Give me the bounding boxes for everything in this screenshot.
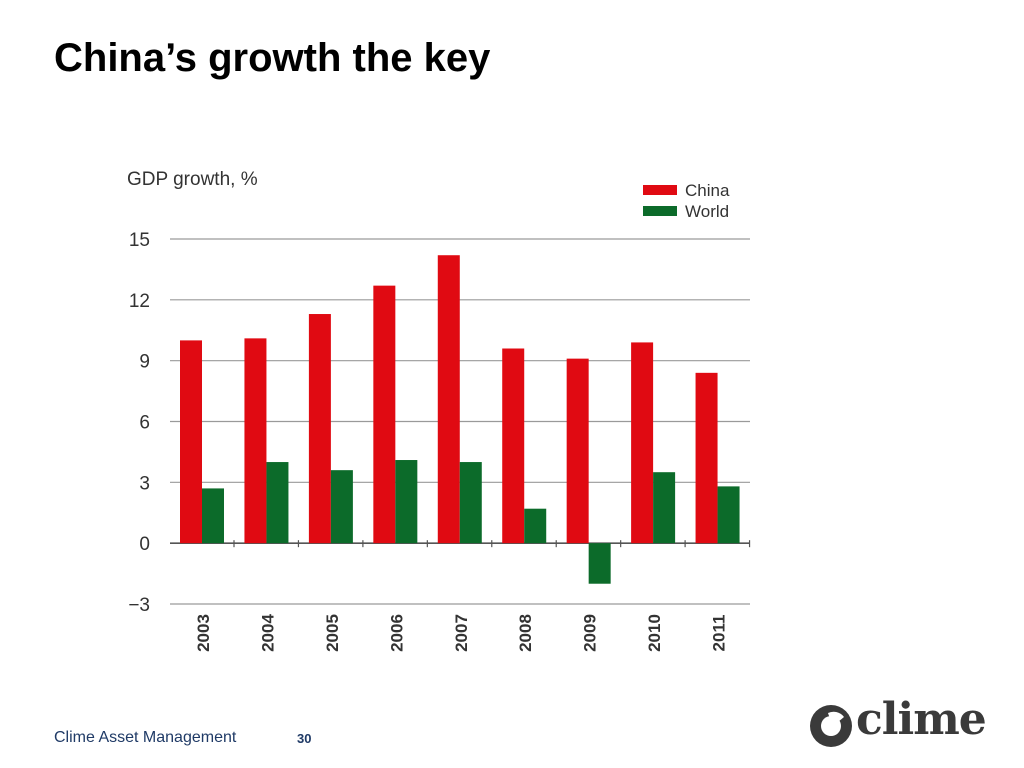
x-tick-label: 2006	[387, 614, 406, 652]
y-tick-label: 6	[139, 413, 150, 434]
y-tick-label: 15	[129, 230, 150, 251]
x-tick-label: 2011	[710, 615, 729, 652]
bar-china	[502, 348, 525, 544]
chart-svg: GDP growth, % −3 0 3 6 9 12 15 2003 2004 2005 2006 2…	[127, 169, 751, 652]
legend-label-world: World	[685, 202, 729, 221]
bar-world	[653, 472, 676, 544]
chart-title: GDP growth, %	[127, 169, 258, 190]
page-number: 30	[297, 731, 312, 746]
y-tick-label: 9	[139, 352, 150, 373]
bar-china	[566, 358, 589, 544]
bar-china	[631, 342, 654, 544]
legend-swatch-china	[643, 185, 677, 195]
gdp-growth-chart: GDP growth, % −3 0 3 6 9 12 15 2003 2004 2005 2006 2…	[105, 165, 765, 665]
slide-title: China’s growth the key	[54, 36, 491, 80]
clime-logo-text: clime	[856, 694, 987, 745]
y-tick-label: 0	[139, 534, 150, 555]
bar-china	[695, 372, 718, 544]
bar-world	[588, 543, 611, 584]
bar-world	[524, 508, 547, 544]
x-tick-label: 2008	[516, 614, 535, 652]
x-tick-label: 2004	[258, 614, 277, 652]
x-tick-label: 2009	[581, 614, 600, 652]
bar-china	[244, 338, 267, 544]
bar-china	[308, 314, 331, 544]
legend-swatch-world	[643, 206, 677, 216]
clime-logo-mark-icon	[810, 705, 852, 747]
bar-china	[373, 285, 396, 544]
bar-world	[266, 462, 289, 544]
bar-world	[330, 470, 353, 544]
x-tick-label: 2005	[323, 614, 342, 652]
legend-label-china: China	[685, 181, 730, 200]
x-tick-label: 2003	[194, 614, 213, 652]
clime-logo: clime	[808, 694, 998, 752]
y-tick-label: 12	[129, 291, 150, 312]
bar-world	[202, 488, 224, 544]
y-tick-label: −3	[128, 595, 150, 616]
bar-china	[437, 255, 460, 544]
bar-world	[717, 486, 740, 544]
y-tick-label: 3	[139, 473, 150, 494]
x-tick-label: 2010	[645, 614, 664, 652]
bar-china	[180, 340, 202, 544]
footer-company: Clime Asset Management	[54, 729, 237, 746]
bar-world	[459, 462, 482, 544]
x-tick-label: 2007	[452, 614, 471, 652]
bar-world	[395, 460, 418, 544]
